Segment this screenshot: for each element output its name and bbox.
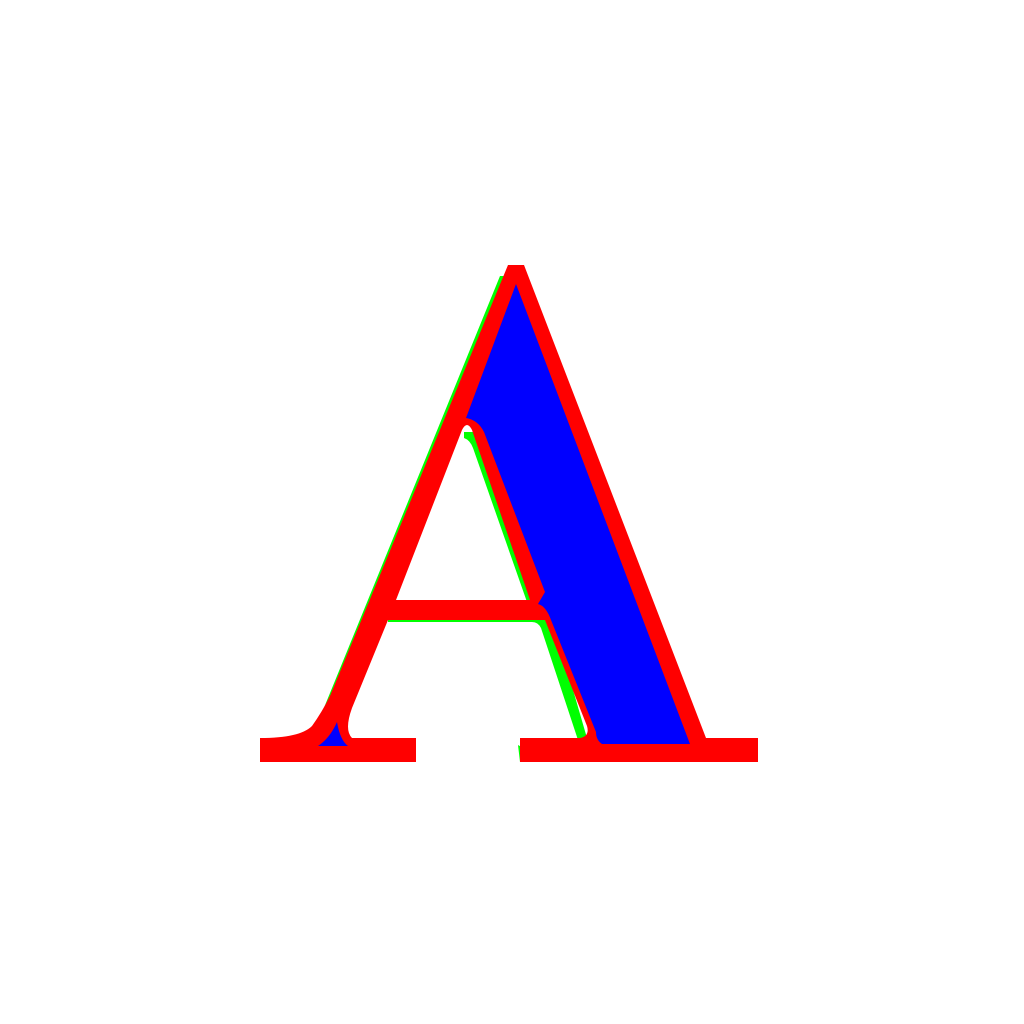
green-left-stroke [260,276,508,762]
blue-serif-notch [318,722,348,746]
blue-right-stroke [466,284,690,744]
inner-layer [318,284,690,746]
